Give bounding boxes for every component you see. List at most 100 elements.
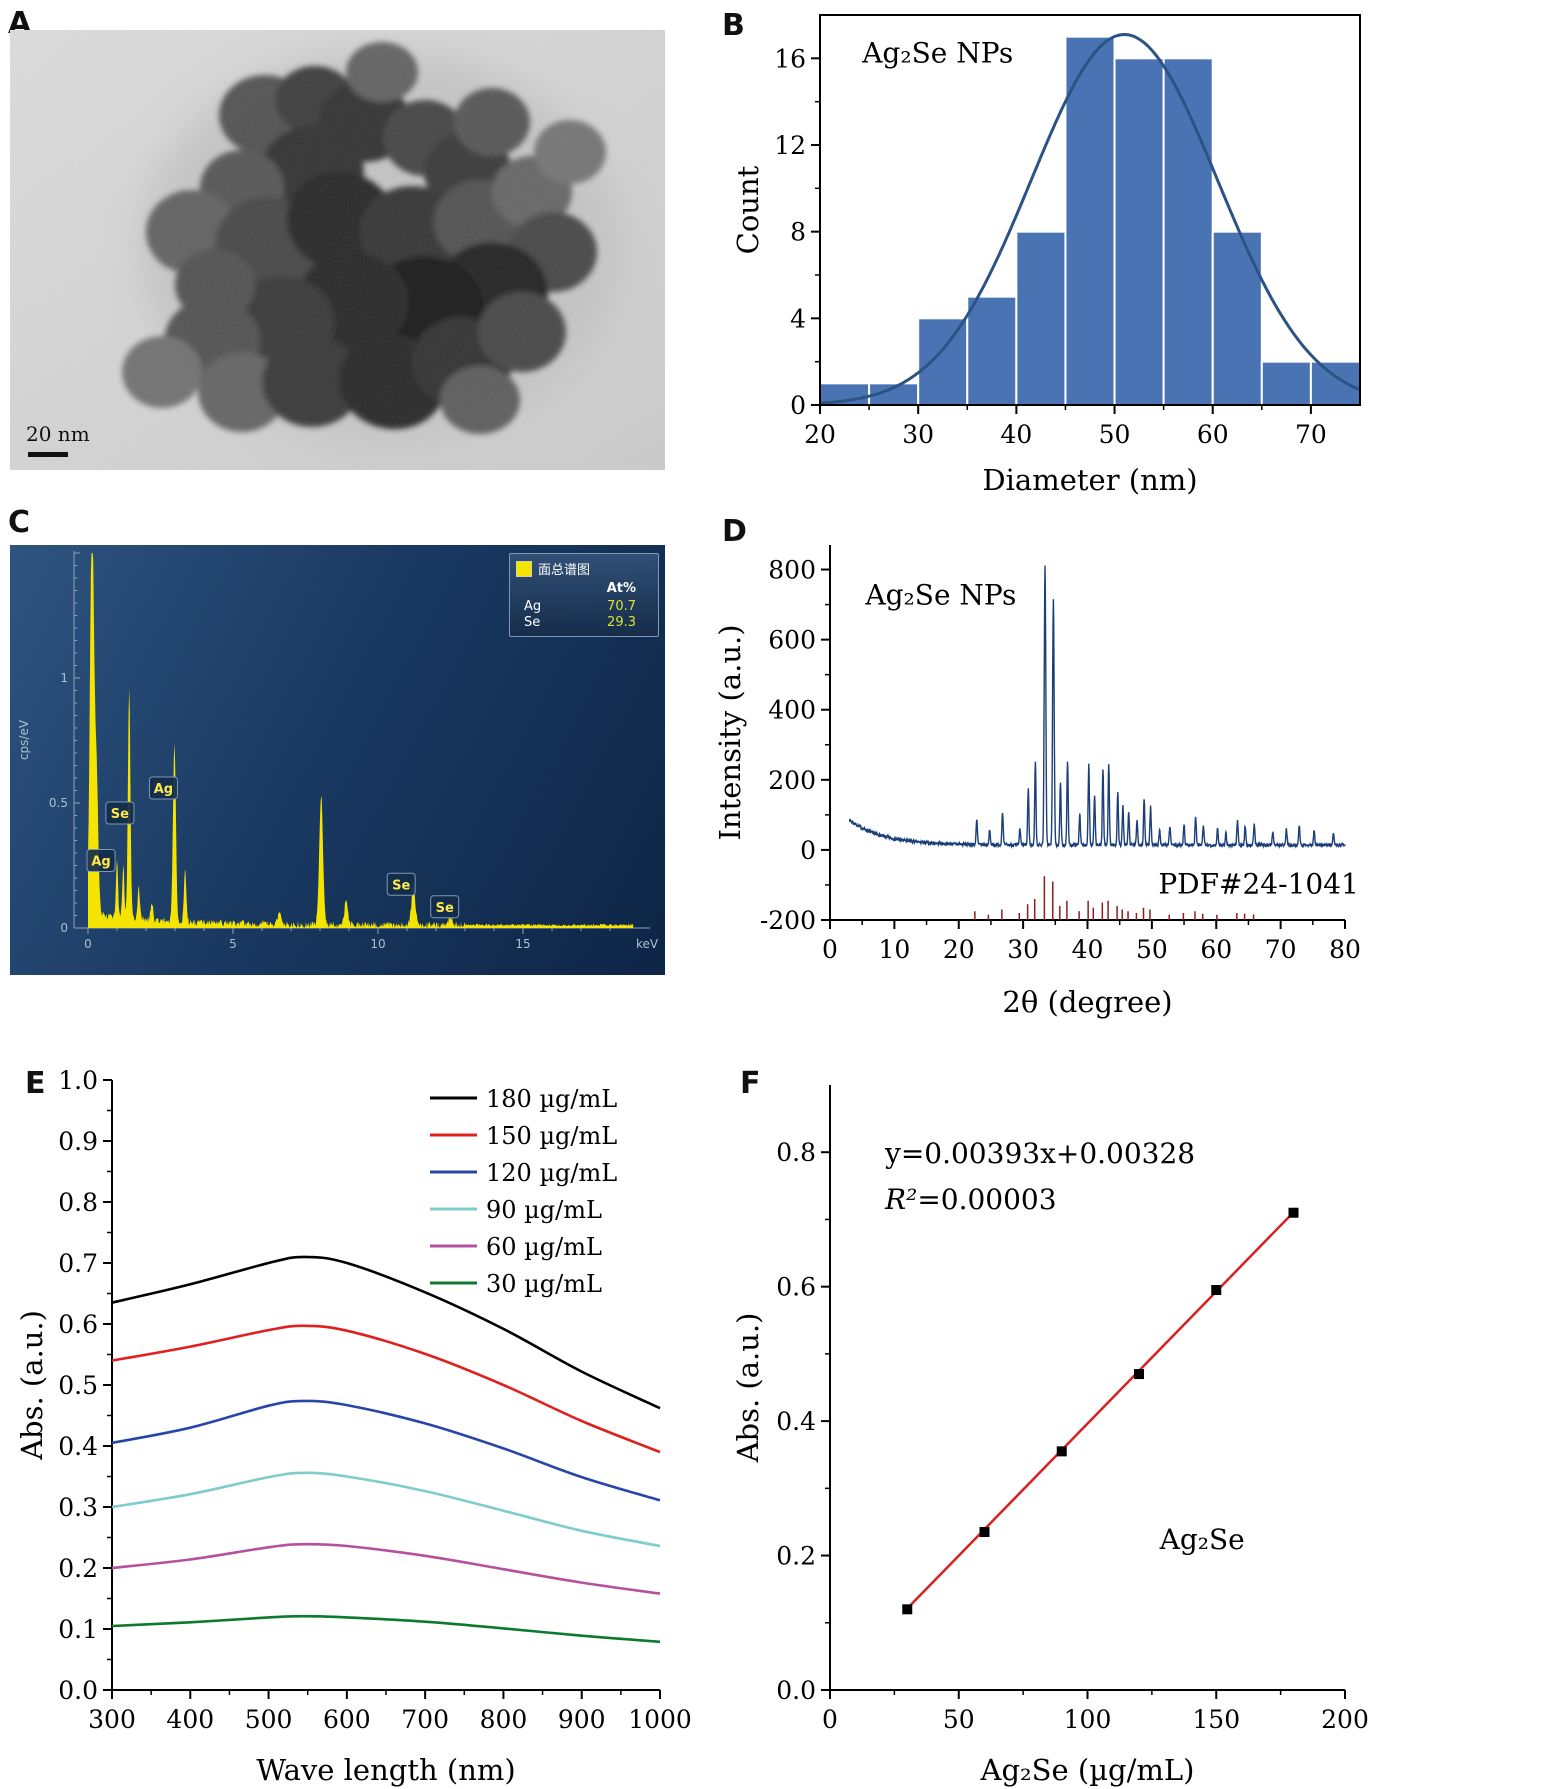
svg-text:Diameter (nm): Diameter (nm) (982, 463, 1197, 497)
svg-text:0: 0 (800, 836, 816, 865)
svg-text:Ag₂Se (µg/mL): Ag₂Se (µg/mL) (980, 1753, 1195, 1787)
svg-text:0.5: 0.5 (58, 1371, 98, 1400)
svg-text:10: 10 (878, 935, 910, 964)
svg-text:y=0.00393x+0.00328: y=0.00393x+0.00328 (884, 1137, 1195, 1170)
svg-text:5: 5 (229, 937, 237, 951)
svg-text:0.4: 0.4 (58, 1432, 98, 1461)
svg-text:150: 150 (1192, 1705, 1240, 1734)
svg-text:1000: 1000 (628, 1705, 692, 1734)
eds-element-name: Ag (524, 599, 542, 614)
svg-text:40: 40 (1072, 935, 1104, 964)
svg-text:16: 16 (774, 44, 806, 73)
svg-text:0.0: 0.0 (58, 1676, 98, 1705)
eds-legend: 面总谱图 At% Ag 70.7 Se 29.3 (509, 553, 659, 637)
svg-text:800: 800 (480, 1705, 528, 1734)
svg-text:0.7: 0.7 (58, 1249, 98, 1278)
svg-text:0: 0 (822, 935, 838, 964)
svg-text:400: 400 (166, 1705, 214, 1734)
svg-text:30: 30 (1007, 935, 1039, 964)
svg-text:30: 30 (902, 420, 934, 449)
svg-text:2θ (degree): 2θ (degree) (1002, 985, 1172, 1019)
svg-text:1: 1 (60, 671, 68, 685)
svg-text:Ag₂Se NPs: Ag₂Se NPs (864, 579, 1016, 612)
svg-text:200: 200 (768, 766, 816, 795)
panel-e-letter: E (25, 1066, 46, 1101)
scale-bar (28, 452, 68, 457)
svg-text:50: 50 (943, 1705, 975, 1734)
eds-legend-swatch (516, 560, 532, 577)
svg-text:0.0: 0.0 (776, 1676, 816, 1705)
svg-text:0.6: 0.6 (776, 1273, 816, 1302)
svg-text:0: 0 (790, 391, 806, 420)
svg-text:8: 8 (790, 218, 806, 247)
eds-legend-title-row: 面总谱图 (516, 559, 652, 578)
svg-text:Ag: Ag (91, 855, 110, 870)
svg-text:300: 300 (88, 1705, 136, 1734)
svg-text:90 µg/mL: 90 µg/mL (486, 1196, 602, 1224)
svg-text:0.2: 0.2 (58, 1554, 98, 1583)
svg-text:cps/eV: cps/eV (17, 719, 31, 760)
svg-text:150 µg/mL: 150 µg/mL (486, 1122, 617, 1150)
svg-text:50: 50 (1099, 420, 1131, 449)
eds-element-value: 70.7 (607, 599, 636, 614)
svg-text:60: 60 (1197, 420, 1229, 449)
svg-text:-200: -200 (760, 906, 816, 935)
svg-text:Abs. (a.u.): Abs. (a.u.) (731, 1313, 765, 1464)
svg-text:0.2: 0.2 (776, 1542, 816, 1571)
svg-text:0.9: 0.9 (58, 1127, 98, 1156)
svg-text:Intensity (a.u.): Intensity (a.u.) (713, 624, 747, 840)
svg-text:1.0: 1.0 (58, 1066, 98, 1095)
svg-text:180 µg/mL: 180 µg/mL (486, 1085, 617, 1113)
svg-text:400: 400 (768, 696, 816, 725)
svg-text:10: 10 (370, 937, 385, 951)
svg-text:PDF#24-1041: PDF#24-1041 (1158, 868, 1359, 901)
svg-text:Se: Se (111, 807, 129, 822)
svg-text:Se: Se (392, 878, 410, 893)
svg-text:0.3: 0.3 (58, 1493, 98, 1522)
svg-text:0: 0 (60, 921, 68, 935)
tem-image-panel: 20 nm (10, 30, 665, 470)
eds-legend-row-se: Se 29.3 (516, 614, 652, 630)
panel-c-letter: C (8, 505, 31, 540)
svg-text:15: 15 (515, 937, 530, 951)
svg-text:4: 4 (790, 304, 806, 333)
svg-text:60 µg/mL: 60 µg/mL (486, 1233, 602, 1261)
svg-text:70: 70 (1295, 420, 1327, 449)
svg-text:Wave length (nm): Wave length (nm) (256, 1753, 515, 1787)
svg-text:0.1: 0.1 (58, 1615, 98, 1644)
svg-text:0.5: 0.5 (49, 796, 68, 810)
panel-b-letter: B (722, 8, 745, 43)
svg-text:100: 100 (1064, 1705, 1112, 1734)
scale-bar-label: 20 nm (26, 422, 90, 446)
size-histogram-chart: 0 4 8 12 16 20 30 40 50 60 70 Diameter (nm) Count Ag₂… (731, 14, 1362, 497)
svg-text:0.8: 0.8 (776, 1138, 816, 1167)
svg-text:Se: Se (436, 901, 454, 916)
svg-text:70: 70 (1265, 935, 1297, 964)
svg-text:keV: keV (636, 937, 659, 951)
svg-text:0.4: 0.4 (776, 1407, 816, 1436)
svg-text:Ag: Ag (154, 782, 173, 797)
svg-text:0: 0 (84, 937, 92, 951)
svg-text:800: 800 (768, 556, 816, 585)
svg-text:0: 0 (822, 1705, 838, 1734)
svg-text:50: 50 (1136, 935, 1168, 964)
svg-text:40: 40 (1000, 420, 1032, 449)
svg-text:120 µg/mL: 120 µg/mL (486, 1159, 617, 1187)
svg-text:500: 500 (245, 1705, 293, 1734)
eds-element-name: Se (524, 615, 541, 630)
svg-text:12: 12 (774, 131, 806, 160)
svg-text:20: 20 (943, 935, 975, 964)
svg-text:30 µg/mL: 30 µg/mL (486, 1270, 602, 1298)
panel-f-letter: F (740, 1066, 761, 1101)
svg-text:20: 20 (804, 420, 836, 449)
svg-text:80: 80 (1329, 935, 1361, 964)
svg-text:Ag₂Se: Ag₂Se (1159, 1523, 1245, 1556)
calibration-curve-chart: 0.0 0.2 0.4 0.6 0.8 0 50 100 150 200 Ag₂Se (µg/mL)… (731, 1085, 1369, 1787)
svg-text:R²=0.00003: R²=0.00003 (884, 1183, 1057, 1216)
svg-text:Abs. (a.u.): Abs. (a.u.) (15, 1310, 49, 1461)
eds-element-value: 29.3 (607, 615, 636, 630)
svg-text:0.6: 0.6 (58, 1310, 98, 1339)
